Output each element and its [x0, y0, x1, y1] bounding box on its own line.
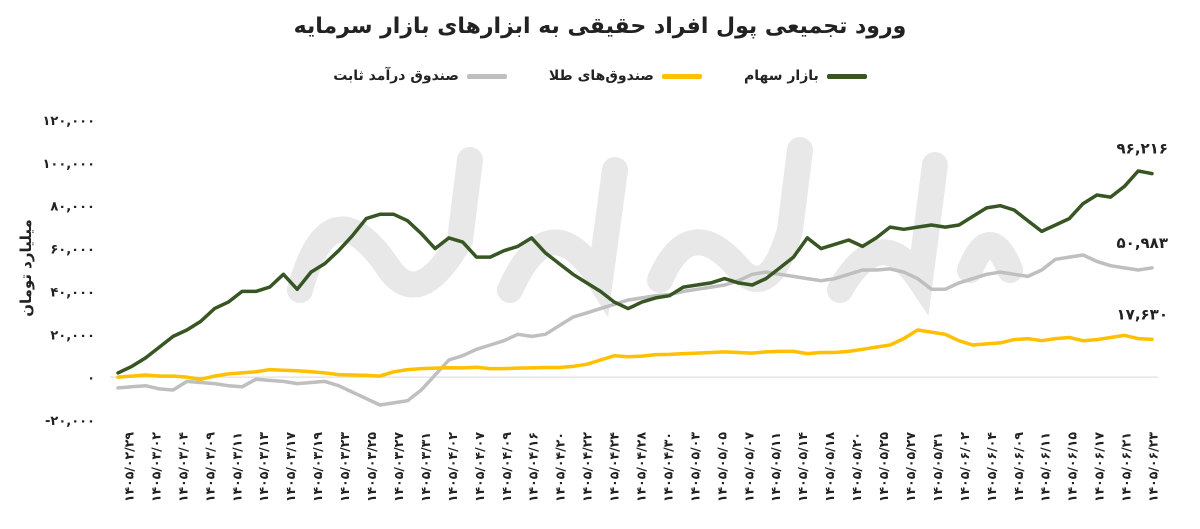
legend-item-gold: صندوق‌های طلا: [549, 68, 702, 84]
x-tick-label: ۱۴۰۵/۰۶/۰۹: [1011, 432, 1026, 503]
x-tick-label: ۱۴۰۵/۰۵/۰۳: [687, 432, 702, 503]
y-tick-label: ۴۰,۰۰۰: [50, 285, 95, 300]
x-tick-label: ۱۴۰۵/۰۴/۲۲: [580, 432, 595, 503]
y-tick-label: ۱۲۰,۰۰۰: [42, 114, 95, 129]
x-axis-ticks: ۱۴۰۵/۰۲/۲۹ ۱۴۰۵/۰۳/۰۲ ۱۴۰۵/۰۳/۰۴ ۱۴۰۵/۰۳/۰۹…: [122, 432, 1161, 503]
y-tick-label: ۸۰,۰۰۰: [50, 200, 95, 215]
x-tick-label: ۱۴۰۵/۰۴/۲۴: [607, 432, 622, 503]
legend-label-stocks: بازار سهام: [743, 68, 819, 84]
y-tick-label: ۶۰,۰۰۰: [50, 243, 95, 258]
series-lines: [116, 169, 1154, 407]
x-tick-label: ۱۴۰۵/۰۶/۱۵: [1065, 432, 1080, 503]
x-tick-label: ۱۴۰۵/۰۵/۱۴: [795, 432, 810, 503]
x-tick-label: ۱۴۰۵/۰۶/۲۳: [1146, 432, 1161, 503]
x-tick-label: ۱۴۰۵/۰۳/۱۷: [283, 432, 298, 503]
x-tick-label: ۱۴۰۵/۰۳/۳۱: [418, 432, 433, 502]
x-tick-label: ۱۴۰۵/۰۵/۲۵: [876, 432, 891, 503]
x-tick-label: ۱۴۰۵/۰۳/۱۳: [256, 432, 271, 503]
legend-swatch-stocks: [826, 73, 867, 79]
x-tick-label: ۱۴۰۵/۰۵/۱۸: [822, 432, 837, 503]
y-tick-label: ۲۰,۰۰۰: [50, 328, 95, 343]
y-tick-label: ۱۰۰,۰۰۰: [42, 157, 95, 172]
x-tick-label: ۱۴۰۵/۰۳/۲۵: [364, 432, 379, 503]
x-tick-label: ۱۴۰۵/۰۳/۱۹: [310, 432, 325, 503]
x-tick-label: ۱۴۰۵/۰۳/۱۱: [229, 432, 244, 502]
x-tick-label: ۱۴۰۵/۰۶/۱۱: [1038, 432, 1053, 502]
legend-item-stocks: بازار سهام: [744, 68, 867, 84]
x-tick-label: ۱۴۰۵/۰۵/۲۰: [849, 432, 864, 502]
x-tick-label: ۱۴۰۵/۰۵/۲۷: [903, 432, 918, 503]
x-tick-label: ۱۴۰۵/۰۴/۰۹: [499, 432, 514, 503]
x-tick-label: ۱۴۰۵/۰۴/۲۰: [553, 432, 568, 502]
x-tick-label: ۱۴۰۵/۰۴/۰۷: [472, 432, 487, 503]
x-tick-label: ۱۴۰۵/۰۴/۲۸: [634, 432, 649, 503]
x-tick-label: ۱۴۰۵/۰۳/۲۷: [391, 432, 406, 503]
end-label-gold: ۱۷,۶۳۰: [1117, 305, 1168, 323]
x-tick-label: ۱۴۰۵/۰۶/۰۴: [984, 432, 999, 503]
x-tick-label: ۱۴۰۵/۰۵/۰۵: [714, 432, 729, 503]
x-tick-label: ۱۴۰۵/۰۳/۰۴: [175, 432, 190, 503]
series-end-labels: ۹۶,۲۱۶ ۱۷,۶۳۰ ۵۰,۹۸۳: [1117, 140, 1168, 324]
legend-swatch-gold: [661, 73, 702, 79]
x-tick-label: ۱۴۰۵/۰۶/۰۲: [957, 432, 972, 503]
end-label-fixed-income: ۵۰,۹۸۳: [1117, 234, 1168, 252]
legend-item-fixed-income: صندوق درآمد ثابت: [333, 68, 507, 84]
y-tick-label: -۲۰,۰۰۰: [45, 414, 95, 429]
end-label-stocks: ۹۶,۲۱۶: [1117, 140, 1168, 158]
x-tick-label: ۱۴۰۵/۰۴/۱۶: [526, 432, 541, 502]
x-tick-label: ۱۴۰۵/۰۶/۱۷: [1092, 432, 1107, 503]
x-tick-label: ۱۴۰۵/۰۳/۰۲: [148, 432, 163, 503]
x-tick-label: ۱۴۰۵/۰۶/۲۱: [1119, 432, 1134, 502]
x-tick-label: ۱۴۰۵/۰۲/۲۹: [122, 432, 137, 503]
x-tick-label: ۱۴۰۵/۰۴/۳۰: [660, 432, 675, 502]
x-tick-label: ۱۴۰۵/۰۳/۲۳: [337, 432, 352, 503]
series-line-fixed-income: [116, 253, 1154, 407]
series-line-gold: [116, 328, 1154, 382]
legend-swatch-fixed-income: [466, 73, 507, 79]
x-tick-label: ۱۴۰۵/۰۵/۱۱: [768, 432, 783, 502]
x-tick-label: ۱۴۰۵/۰۳/۰۹: [202, 432, 217, 503]
x-tick-label: ۱۴۰۵/۰۴/۰۲: [445, 432, 460, 503]
y-axis-ticks: -۲۰,۰۰۰ ۰ ۲۰,۰۰۰ ۴۰,۰۰۰ ۶۰,۰۰۰ ۸۰,۰۰۰ ۱۰۰,۰۰۰ ۱…: [42, 114, 95, 429]
chart-title: ورود تجمیعی پول افراد حقیقی به ابزارهای …: [293, 14, 907, 39]
legend-label-fixed-income: صندوق درآمد ثابت: [333, 68, 459, 84]
series-line-stocks: [116, 169, 1154, 375]
x-tick-label: ۱۴۰۵/۰۵/۰۷: [741, 432, 756, 503]
legend-label-gold: صندوق‌های طلا: [548, 68, 654, 84]
y-tick-label: ۰: [87, 371, 95, 386]
legend: بازار سهام صندوق‌های طلا صندوق درآمد ثاب…: [0, 68, 1200, 84]
x-tick-label: ۱۴۰۵/۰۵/۳۱: [930, 432, 945, 502]
